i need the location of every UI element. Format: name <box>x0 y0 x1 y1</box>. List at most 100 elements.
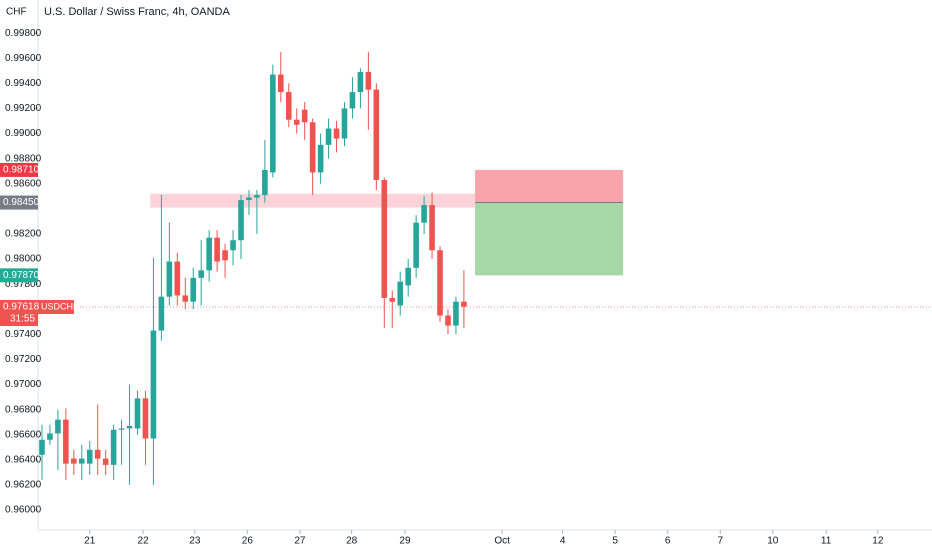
candle-body <box>214 237 220 262</box>
candle-body <box>222 250 228 261</box>
candle-body <box>158 296 165 331</box>
candle-body <box>333 128 340 139</box>
y-axis-label: CHF <box>6 7 27 18</box>
candle-body <box>118 428 125 430</box>
y-tick-label: 0.99600 <box>5 53 42 64</box>
candle-body <box>110 429 117 465</box>
y-tick-label: 0.98600 <box>5 178 42 189</box>
candle-body <box>381 179 388 298</box>
x-tick-label: 4 <box>560 536 566 547</box>
x-tick-label: 29 <box>399 536 411 547</box>
y-tick-label: 0.98200 <box>5 229 42 240</box>
candle-body <box>278 74 284 93</box>
candle-body <box>190 277 197 302</box>
candle-body <box>365 72 372 90</box>
candle-body <box>254 195 260 198</box>
target-zone <box>475 202 624 276</box>
candle-body <box>134 398 141 429</box>
y-tick-label: 0.96600 <box>5 429 42 440</box>
candle-body <box>262 169 268 196</box>
candle-body <box>397 281 404 306</box>
candle-body <box>230 240 236 251</box>
candle-body <box>102 458 109 465</box>
symbol-label: USDCHF <box>41 301 79 311</box>
target-tag <box>0 268 38 283</box>
candle-body <box>421 205 427 223</box>
x-tick-label: Oct <box>494 536 510 547</box>
x-tick-label: 5 <box>612 536 618 547</box>
candle-body <box>349 92 356 109</box>
candle-body <box>437 250 443 316</box>
candle-body <box>126 425 133 429</box>
stop-zone <box>475 169 624 203</box>
x-tick-label: 6 <box>665 536 671 547</box>
candle-body <box>47 433 53 440</box>
y-tick-label: 0.98800 <box>5 153 42 164</box>
x-tick-label: 11 <box>821 536 832 547</box>
y-tick-label: 0.96200 <box>5 480 42 491</box>
countdown-label: 31:55 <box>10 314 35 325</box>
y-tick-label: 0.96800 <box>5 404 42 415</box>
candle-body <box>71 458 77 464</box>
y-tick-label: 0.99400 <box>5 78 42 89</box>
y-tick-label: 0.99800 <box>5 28 42 39</box>
y-tick-label: 0.96000 <box>5 505 42 516</box>
x-tick-label: 22 <box>138 536 150 547</box>
y-tick-label: 0.97000 <box>5 379 42 390</box>
entry-tag-label: 0.98450 <box>3 197 40 208</box>
candle-body <box>461 301 467 307</box>
x-tick-label: 27 <box>294 536 306 547</box>
candle-body <box>246 197 252 201</box>
target-tag-label: 0.97870 <box>3 270 40 281</box>
y-tick-label: 0.97200 <box>5 354 42 365</box>
candle-body <box>309 122 316 173</box>
candle-body <box>357 72 364 93</box>
candle-body <box>453 301 459 326</box>
chart-title: U.S. Dollar / Swiss Franc, 4h, OANDA <box>44 6 230 18</box>
candle-body <box>55 419 61 434</box>
candle-body <box>317 144 324 173</box>
candle-body <box>270 74 276 173</box>
candle-body <box>182 295 189 302</box>
last-price-label: 0.97618 <box>3 302 40 313</box>
candle-body <box>445 315 451 326</box>
candle-body <box>174 261 181 296</box>
candle-body <box>413 222 419 268</box>
stop-tag <box>0 162 38 177</box>
candle-body <box>150 330 157 439</box>
entry-tag <box>0 195 38 210</box>
symbol-tag <box>38 299 74 314</box>
candle-body <box>238 200 244 241</box>
candle-body <box>341 108 348 139</box>
candle-body <box>206 237 212 271</box>
candle-body <box>389 297 396 302</box>
y-tick-label: 0.97800 <box>5 279 42 290</box>
candle-body <box>293 119 300 125</box>
candle-body <box>285 92 292 120</box>
candle-body <box>301 109 308 123</box>
x-tick-label: 10 <box>767 536 779 547</box>
y-tick-label: 0.99200 <box>5 103 42 114</box>
y-tick-label: 0.97400 <box>5 329 42 340</box>
y-tick-label: 0.96400 <box>5 454 42 465</box>
y-tick-label: 0.98000 <box>5 254 42 265</box>
x-tick-label: 7 <box>717 536 723 547</box>
stop-tag-label: 0.98710 <box>3 165 40 176</box>
candle-body <box>63 419 69 464</box>
zone <box>150 193 476 208</box>
x-tick-label: 28 <box>346 536 358 547</box>
x-tick-label: 23 <box>189 536 201 547</box>
candle-body <box>405 267 411 286</box>
candle-body <box>94 449 101 459</box>
candle-body <box>142 398 149 439</box>
last-price-tag <box>0 299 38 326</box>
candle-body <box>325 128 332 145</box>
x-tick-label: 21 <box>84 536 96 547</box>
x-tick-label: 12 <box>872 536 884 547</box>
candle-body <box>429 205 435 251</box>
candle-body <box>78 458 85 464</box>
candle-body <box>373 89 380 180</box>
y-tick-label: 0.99000 <box>5 128 42 139</box>
